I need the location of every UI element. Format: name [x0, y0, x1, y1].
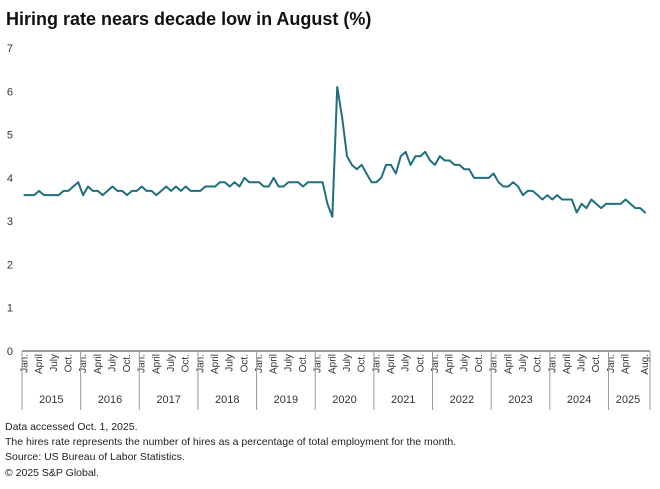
x-month-label: Jan. — [137, 354, 148, 373]
x-month-label: Jan. — [78, 354, 89, 373]
x-month-label: April — [210, 354, 221, 374]
x-month-label: April — [621, 354, 632, 374]
x-month-label: April — [34, 354, 45, 374]
y-tick-label: 6 — [7, 86, 13, 98]
x-month-label: July — [342, 354, 353, 372]
x-month-label: July — [166, 354, 177, 372]
x-month-label: Oct. — [181, 354, 192, 372]
x-month-label: April — [503, 354, 514, 374]
x-year-label: 2022 — [450, 394, 474, 406]
x-year-label: 2024 — [567, 394, 591, 406]
x-month-label: July — [459, 354, 470, 372]
chart-notes: Data accessed Oct. 1, 2025. The hires ra… — [5, 420, 456, 481]
x-month-label: Oct. — [591, 354, 602, 372]
chart-title: Hiring rate nears decade low in August (… — [6, 9, 372, 29]
x-month-label: Oct. — [239, 354, 250, 372]
x-month-label: July — [283, 354, 294, 372]
x-month-label: April — [445, 354, 456, 374]
x-year-label: 2023 — [508, 394, 532, 406]
y-tick-label: 3 — [7, 216, 13, 228]
x-month-label: Oct. — [298, 354, 309, 372]
x-month-label: Oct. — [415, 354, 426, 372]
note-source: Source: US Bureau of Labor Statistics. — [5, 451, 185, 464]
y-tick-label: 5 — [7, 130, 13, 142]
series-line-hires-rate — [23, 85, 647, 218]
x-year-label: 2025 — [616, 394, 640, 406]
x-month-label: April — [93, 354, 104, 374]
x-month-label: April — [562, 354, 573, 374]
note-definition: The hires rate represents the number of … — [5, 436, 457, 449]
x-month-label: April — [386, 354, 397, 374]
x-year-label: 2016 — [98, 394, 122, 406]
x-year-label: 2020 — [332, 394, 356, 406]
x-month-label: July — [225, 354, 236, 372]
x-month-label: Jan. — [195, 354, 206, 373]
y-tick-label: 0 — [7, 346, 13, 358]
x-month-label: Jan. — [430, 354, 441, 373]
x-month-label: Oct. — [533, 354, 544, 372]
x-year-label: 2017 — [156, 394, 180, 406]
note-copyright: © 2025 S&P Global. — [5, 466, 99, 479]
note-accessed: Data accessed Oct. 1, 2025. — [5, 421, 138, 433]
x-month-label: April — [151, 354, 162, 374]
x-month-label: Aug. — [640, 354, 651, 375]
x-month-label: Oct. — [63, 354, 74, 372]
x-month-label: April — [327, 354, 338, 374]
x-month-label: July — [401, 354, 412, 372]
x-month-label: July — [518, 354, 529, 372]
x-year-label: 2015 — [39, 394, 63, 406]
x-month-label: Jan. — [371, 354, 382, 373]
x-month-label: July — [107, 354, 118, 372]
y-tick-label: 1 — [7, 303, 13, 315]
y-tick-label: 7 — [7, 43, 13, 55]
x-month-label: Jan. — [547, 354, 558, 373]
x-year-label: 2021 — [391, 394, 415, 406]
x-month-label: Jan. — [313, 354, 324, 373]
x-month-label: Oct. — [357, 354, 368, 372]
x-month-label: Jan. — [489, 354, 500, 373]
x-month-label: Oct. — [122, 354, 133, 372]
x-month-label: Jan. — [254, 354, 265, 373]
y-tick-label: 2 — [7, 259, 13, 271]
x-month-label: April — [269, 354, 280, 374]
y-tick-label: 4 — [7, 173, 13, 185]
x-month-label: Jan. — [19, 354, 30, 373]
x-year-label: 2019 — [274, 394, 298, 406]
x-month-label: July — [577, 354, 588, 372]
x-month-label: July — [49, 354, 60, 372]
x-month-label: Jan. — [606, 354, 617, 373]
x-year-label: 2018 — [215, 394, 239, 406]
x-month-label: Oct. — [474, 354, 485, 372]
